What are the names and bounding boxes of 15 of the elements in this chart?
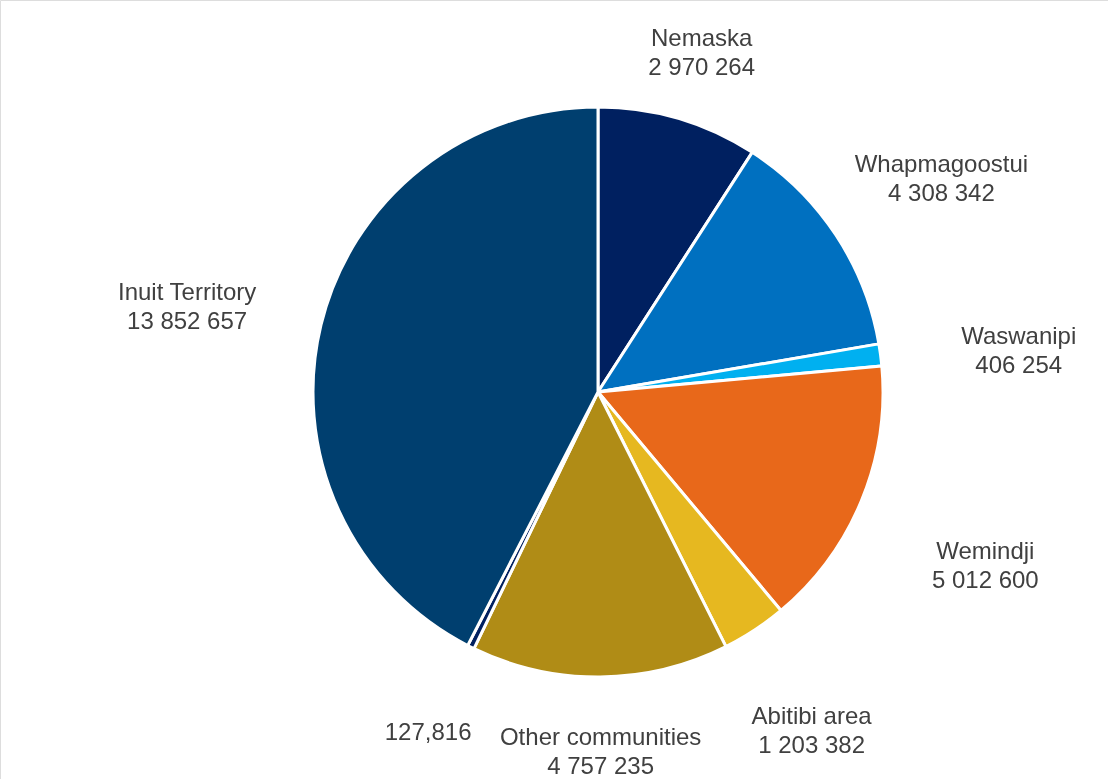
data-label: 4 308 342 — [888, 178, 995, 206]
slice-label: Waswanipi — [961, 321, 1077, 349]
slice-label: Nemaska — [650, 24, 753, 52]
data-label: 127,816 — [384, 717, 472, 745]
data-label: 4 757 235 — [547, 751, 655, 779]
data-label: 1 203 382 — [758, 731, 865, 759]
data-label: 406 254 — [975, 350, 1063, 378]
data-label: 2 970 264 — [648, 53, 756, 81]
slice-label: Other communities — [499, 722, 702, 750]
data-label: 5 012 600 — [931, 565, 1039, 593]
data-label: 13 852 657 — [127, 306, 248, 334]
slice-label: Inuit Territory — [117, 277, 257, 305]
slice-label: Whapmagoostui — [854, 149, 1029, 177]
slice-label: Wemindji — [936, 536, 1035, 564]
slice-label: Abitibi area — [751, 702, 873, 730]
